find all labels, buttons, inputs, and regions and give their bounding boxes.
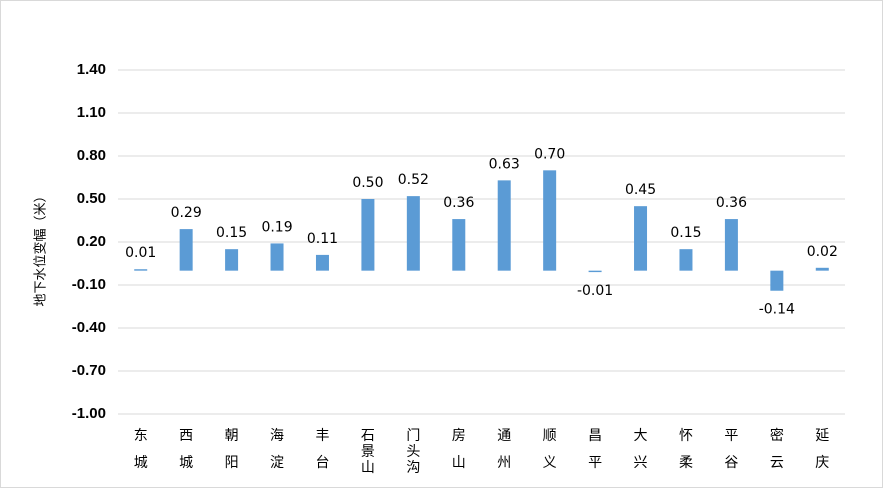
category-label: 昌平 bbox=[588, 428, 602, 471]
y-tick-label: 0.20 bbox=[77, 233, 106, 250]
y-tick-label: 1.40 bbox=[77, 61, 106, 78]
category-label: 平谷 bbox=[724, 428, 738, 471]
data-label: 0.29 bbox=[171, 205, 202, 221]
category-label: 顺义 bbox=[543, 428, 557, 471]
svg-text:石: 石 bbox=[361, 428, 375, 444]
category-label: 海淀 bbox=[270, 428, 284, 471]
y-tick-label: -0.10 bbox=[72, 276, 106, 293]
bar bbox=[315, 254, 329, 271]
svg-text:顺: 顺 bbox=[543, 428, 557, 444]
svg-text:山: 山 bbox=[452, 455, 466, 471]
bar bbox=[588, 270, 602, 273]
bar bbox=[134, 269, 148, 271]
svg-text:云: 云 bbox=[770, 455, 784, 471]
svg-text:西: 西 bbox=[179, 428, 193, 444]
svg-text:平: 平 bbox=[588, 455, 602, 471]
bar bbox=[179, 229, 193, 271]
category-label: 门头沟 bbox=[406, 428, 420, 476]
data-label: 0.50 bbox=[352, 175, 383, 191]
category-label: 延庆 bbox=[815, 428, 829, 471]
svg-text:密: 密 bbox=[770, 427, 784, 444]
bar bbox=[270, 243, 284, 271]
bar bbox=[452, 219, 466, 271]
svg-text:州: 州 bbox=[497, 455, 511, 471]
bar bbox=[634, 206, 648, 271]
svg-text:城: 城 bbox=[179, 455, 193, 471]
y-tick-label: -0.70 bbox=[72, 362, 106, 379]
svg-text:通: 通 bbox=[497, 428, 511, 444]
category-label: 东城 bbox=[134, 428, 148, 471]
category-label: 密云 bbox=[770, 427, 784, 471]
category-label: 大兴 bbox=[634, 428, 648, 471]
svg-text:朝: 朝 bbox=[225, 428, 239, 444]
data-label: 0.19 bbox=[261, 219, 292, 235]
data-labels: 0.01 0.29 0.15 0.19 0.11 0.50 0.52 0.36 0.63 0.70… bbox=[125, 146, 838, 317]
svg-text:城: 城 bbox=[134, 455, 148, 471]
category-label: 西城 bbox=[179, 428, 193, 471]
svg-text:庆: 庆 bbox=[815, 455, 829, 471]
data-label: 0.70 bbox=[534, 146, 565, 162]
svg-text:海: 海 bbox=[270, 428, 284, 444]
data-label: 0.36 bbox=[443, 195, 474, 211]
data-label: 0.63 bbox=[489, 156, 520, 172]
y-tick-label: 0.50 bbox=[77, 190, 106, 207]
data-label: 0.45 bbox=[625, 182, 656, 198]
category-label: 丰台 bbox=[315, 428, 329, 471]
svg-text:东: 东 bbox=[134, 428, 148, 444]
data-label: 0.11 bbox=[307, 231, 338, 247]
svg-text:房: 房 bbox=[452, 428, 466, 444]
svg-text:淀: 淀 bbox=[270, 455, 284, 471]
bar bbox=[406, 196, 420, 271]
data-label: -0.14 bbox=[759, 302, 795, 318]
data-label: 0.02 bbox=[807, 244, 838, 260]
gridlines bbox=[118, 69, 845, 415]
y-axis-ticks: 1.40 1.10 0.80 0.50 0.20 -0.10 -0.40 -0.70 -1.00 bbox=[72, 61, 106, 422]
svg-text:沟: 沟 bbox=[406, 460, 420, 476]
svg-text:义: 义 bbox=[543, 455, 557, 471]
svg-text:延: 延 bbox=[815, 428, 829, 444]
svg-text:怀: 怀 bbox=[679, 428, 693, 444]
bars bbox=[134, 170, 829, 291]
y-axis-title: 地下水位变幅（米） bbox=[33, 189, 49, 306]
bar bbox=[815, 267, 829, 271]
svg-text:兴: 兴 bbox=[634, 455, 648, 471]
svg-text:门: 门 bbox=[406, 428, 420, 444]
bar bbox=[543, 170, 557, 271]
category-label: 石景山 bbox=[361, 428, 375, 476]
svg-text:山: 山 bbox=[361, 460, 375, 476]
svg-text:谷: 谷 bbox=[724, 455, 738, 471]
y-tick-label: -0.40 bbox=[72, 319, 106, 336]
category-label: 朝阳 bbox=[225, 428, 239, 471]
data-label: 0.15 bbox=[670, 225, 701, 241]
data-label: 0.36 bbox=[716, 195, 747, 211]
category-label: 通州 bbox=[497, 428, 511, 471]
data-label: 0.01 bbox=[125, 245, 156, 261]
y-tick-label: -1.00 bbox=[72, 405, 106, 422]
data-label: -0.01 bbox=[577, 283, 613, 299]
svg-text:丰: 丰 bbox=[315, 428, 329, 444]
bar bbox=[679, 249, 693, 271]
category-label: 怀柔 bbox=[679, 428, 693, 471]
svg-text:大: 大 bbox=[634, 428, 648, 444]
bar bbox=[497, 180, 511, 271]
svg-text:平: 平 bbox=[724, 428, 738, 444]
y-tick-label: 0.80 bbox=[77, 147, 106, 164]
bar bbox=[770, 270, 784, 291]
bar bbox=[225, 249, 239, 271]
svg-text:柔: 柔 bbox=[679, 455, 693, 471]
svg-text:阳: 阳 bbox=[225, 455, 239, 471]
svg-text:昌: 昌 bbox=[588, 428, 602, 444]
y-tick-label: 1.10 bbox=[77, 104, 106, 121]
category-label: 房山 bbox=[452, 428, 466, 471]
data-label: 0.15 bbox=[216, 225, 247, 241]
bar bbox=[724, 219, 738, 271]
svg-text:台: 台 bbox=[315, 455, 329, 471]
svg-text:景: 景 bbox=[361, 444, 375, 460]
svg-text:头: 头 bbox=[406, 444, 420, 460]
bar bbox=[361, 199, 375, 271]
data-label: 0.52 bbox=[398, 172, 429, 188]
